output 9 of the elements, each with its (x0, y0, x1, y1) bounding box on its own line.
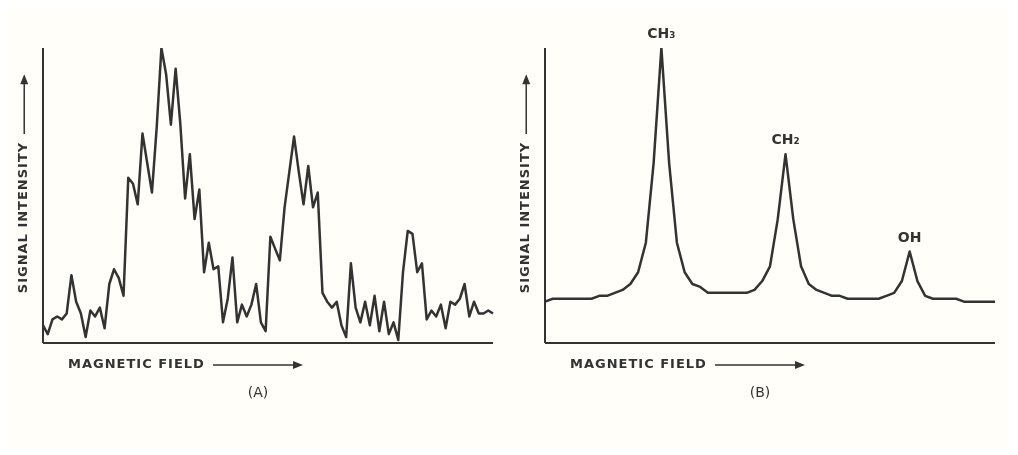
text: (B) (748, 384, 772, 400)
x-axis-title: MAGNETIC FIELD (68, 356, 206, 371)
text: (A) (246, 384, 270, 400)
y-axis-title: SIGNAL INTENSITY (15, 140, 31, 293)
annotation: CH₂ (771, 131, 800, 148)
x-axis-title: MAGNETIC FIELD (570, 356, 708, 371)
y-axis-title: SIGNAL INTENSITY (517, 140, 533, 293)
text: CH₃ (647, 25, 676, 41)
annotation: OH (897, 228, 922, 245)
